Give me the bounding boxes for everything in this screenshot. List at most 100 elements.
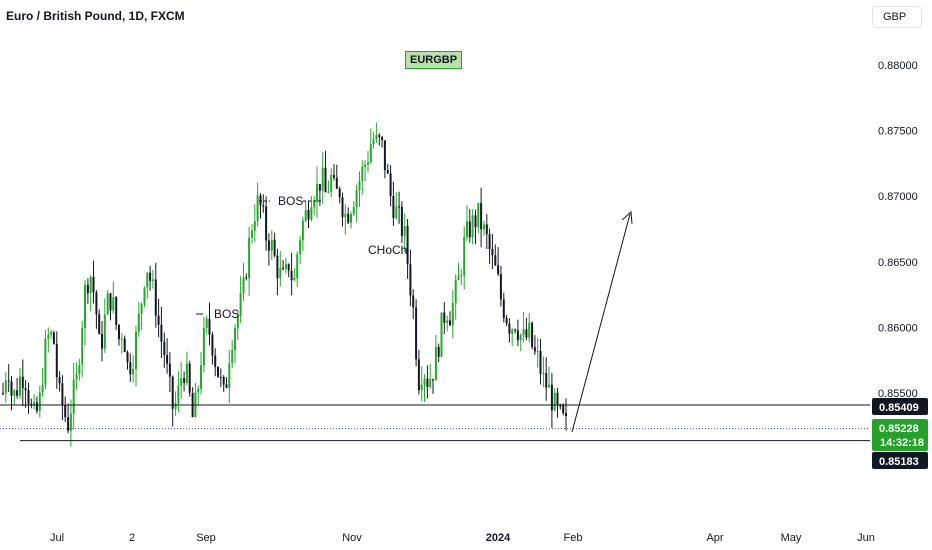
candle-body bbox=[514, 329, 517, 331]
candle-body bbox=[270, 239, 273, 251]
candle-body bbox=[118, 325, 120, 339]
candle-body bbox=[358, 181, 361, 191]
time-axis[interactable]: Jul 2 Sep Nov 2024 Feb Apr May Jun bbox=[50, 532, 875, 544]
candle-body bbox=[324, 167, 327, 192]
candle-body bbox=[440, 312, 443, 357]
candle-body bbox=[485, 224, 488, 235]
price-tick-label: 0.86500 bbox=[878, 257, 918, 269]
candle-body bbox=[386, 170, 389, 174]
candle-body bbox=[103, 314, 106, 349]
candle-body bbox=[412, 295, 415, 308]
candle-body bbox=[168, 363, 171, 377]
candle-body bbox=[335, 177, 338, 189]
candle-body bbox=[16, 390, 19, 396]
candle-body bbox=[120, 338, 123, 340]
candle-body bbox=[86, 284, 89, 294]
candle-body bbox=[58, 377, 61, 384]
candle-body bbox=[378, 135, 381, 138]
candle-body bbox=[160, 324, 163, 342]
time-tick-label: Jun bbox=[857, 532, 875, 544]
candle-body bbox=[287, 264, 290, 271]
candle-body bbox=[420, 384, 423, 391]
candle-body bbox=[211, 334, 214, 356]
candle-body bbox=[225, 384, 228, 388]
candle-body bbox=[52, 332, 55, 344]
candle-body bbox=[304, 209, 307, 221]
candle-body bbox=[140, 303, 143, 314]
price-tick-label: 0.85500 bbox=[878, 388, 918, 400]
candle-body bbox=[361, 166, 364, 181]
candle-body bbox=[350, 214, 352, 223]
candle-body bbox=[318, 184, 321, 191]
candle-body bbox=[200, 365, 202, 389]
candle-body bbox=[347, 213, 350, 223]
lower-level-label bbox=[872, 452, 928, 469]
candle-body bbox=[185, 363, 188, 383]
candle-body bbox=[556, 392, 559, 406]
candle-body bbox=[64, 404, 67, 418]
candle-body bbox=[432, 379, 434, 381]
candle-body bbox=[290, 270, 293, 281]
candle-body bbox=[10, 381, 13, 396]
candle-body bbox=[19, 376, 21, 396]
candle-body bbox=[177, 385, 180, 404]
candle-body bbox=[279, 268, 282, 279]
candle-body bbox=[372, 139, 375, 145]
projection-arrow-line bbox=[571, 213, 631, 433]
candle-body bbox=[548, 384, 550, 388]
candle-body bbox=[157, 315, 160, 325]
bar-countdown: 14:32:18 bbox=[880, 437, 924, 449]
candle-body bbox=[565, 413, 567, 416]
candle-body bbox=[2, 393, 4, 394]
price-tick-label: 0.87000 bbox=[878, 191, 918, 203]
candle-body bbox=[355, 190, 358, 208]
candle-body bbox=[483, 224, 485, 230]
horizontal-levels bbox=[0, 404, 870, 442]
candle-body bbox=[474, 215, 477, 228]
candle-body bbox=[429, 379, 432, 387]
upper-level-label bbox=[872, 398, 928, 415]
candle-body bbox=[333, 175, 335, 178]
candle-body bbox=[553, 392, 556, 411]
candle-body bbox=[265, 206, 268, 241]
candle-body bbox=[310, 207, 313, 220]
candle-body bbox=[208, 318, 211, 335]
candle-body bbox=[367, 162, 369, 165]
candle-body bbox=[67, 417, 70, 431]
time-tick-label: Apr bbox=[706, 532, 723, 544]
candle-body bbox=[236, 316, 239, 329]
candle-body bbox=[443, 312, 446, 323]
candle-body bbox=[95, 292, 98, 315]
candle-body bbox=[123, 338, 126, 353]
time-tick-label: Feb bbox=[564, 532, 583, 544]
candle-body bbox=[417, 359, 420, 391]
candle-body bbox=[84, 284, 86, 328]
price-labels: 0.85409 0.85228 14:32:18 0.85183 bbox=[872, 398, 928, 469]
currency-button[interactable]: GBP bbox=[872, 6, 922, 28]
projection-arrow-head bbox=[621, 210, 633, 225]
candle-body bbox=[38, 392, 41, 411]
candle-body bbox=[307, 209, 310, 220]
price-tick-label: 0.87500 bbox=[878, 126, 918, 138]
candle-body bbox=[24, 388, 27, 391]
price-axis[interactable]: 0.85500 0.86000 0.86500 0.87000 0.87500 0.880… bbox=[878, 60, 918, 400]
candle-body bbox=[154, 279, 157, 316]
candle-body bbox=[539, 351, 542, 374]
candle-body bbox=[451, 303, 454, 326]
candle-body bbox=[466, 221, 468, 237]
candle-body bbox=[502, 299, 505, 318]
candle-body bbox=[375, 135, 378, 140]
candle-body bbox=[437, 347, 440, 357]
price-tick-label: 0.86000 bbox=[878, 322, 918, 334]
candle-body bbox=[392, 196, 395, 218]
candle-body bbox=[135, 331, 137, 370]
candle-body bbox=[217, 366, 219, 377]
candle-body bbox=[115, 297, 118, 325]
candle-body bbox=[338, 188, 341, 198]
candle-body bbox=[488, 234, 491, 250]
candle-body bbox=[480, 202, 483, 230]
candle-body bbox=[132, 369, 135, 375]
time-tick-label: Nov bbox=[342, 532, 362, 544]
candle-body bbox=[69, 413, 72, 431]
